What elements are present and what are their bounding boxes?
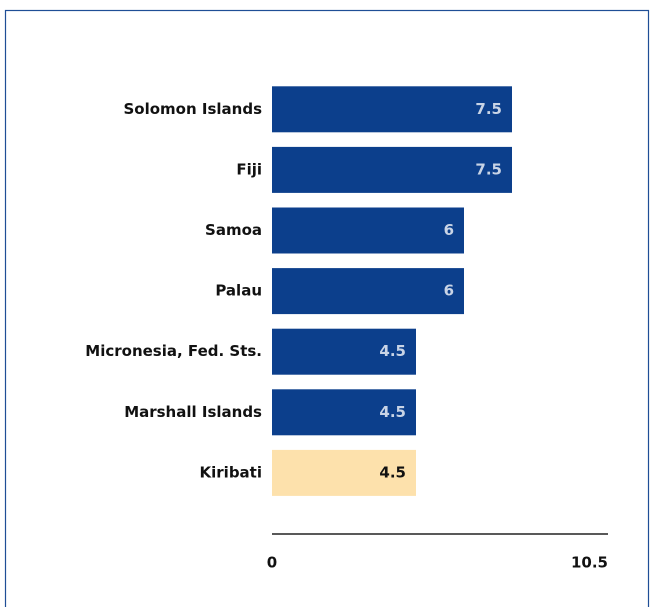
value-label: 6 [444, 221, 454, 239]
value-label: 4.5 [379, 342, 406, 360]
bar [272, 389, 416, 436]
value-label: 4.5 [379, 403, 406, 421]
value-label: 7.5 [475, 160, 502, 178]
bar [272, 207, 464, 254]
bar [272, 268, 464, 315]
category-label: Marshall Islands [124, 403, 262, 421]
x-tick-label: 10.5 [571, 554, 608, 572]
value-label: 4.5 [379, 463, 406, 481]
category-label: Kiribati [200, 463, 262, 481]
bar [272, 328, 416, 375]
value-label: 7.5 [475, 100, 502, 118]
category-label: Fiji [236, 160, 262, 178]
category-label: Palau [215, 282, 262, 300]
category-label: Solomon Islands [123, 100, 262, 118]
frame [4, 9, 650, 607]
x-tick-label: 0 [267, 554, 277, 572]
category-label: Micronesia, Fed. Sts. [85, 342, 262, 360]
bar [272, 146, 512, 193]
bar [272, 449, 416, 496]
bar [272, 86, 512, 133]
category-label: Samoa [205, 221, 262, 239]
value-label: 6 [444, 282, 454, 300]
